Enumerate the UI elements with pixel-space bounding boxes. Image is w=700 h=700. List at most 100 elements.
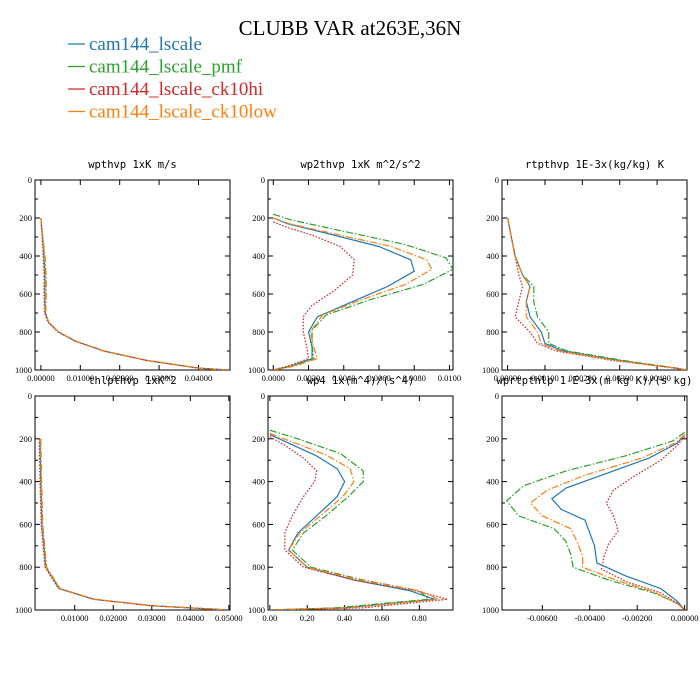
x-tick-label: 0.20 xyxy=(300,613,315,623)
y-tick-label: 1000 xyxy=(15,605,32,615)
y-tick-label: 0 xyxy=(495,391,499,401)
x-tick-label: -0.00200 xyxy=(622,613,652,623)
x-tick-label: 0.01000 xyxy=(66,373,94,383)
panel-title: thlpthvp 1xK^2 xyxy=(88,375,177,387)
y-tick-label: 1000 xyxy=(248,365,265,375)
figure-title: CLUBB VAR at263E,36N xyxy=(239,16,462,40)
x-tick-label: 0.01000 xyxy=(61,613,89,623)
series-line xyxy=(507,217,687,370)
y-tick-label: 600 xyxy=(252,519,265,529)
series-line xyxy=(39,438,229,610)
y-tick-label: 0 xyxy=(261,391,265,401)
y-tick-label: 400 xyxy=(19,251,32,261)
y-tick-label: 800 xyxy=(19,327,32,337)
x-tick-label: 0.00300 xyxy=(606,373,634,383)
y-tick-label: 800 xyxy=(19,562,32,572)
y-tick-label: 200 xyxy=(486,434,499,444)
y-tick-label: 200 xyxy=(252,434,265,444)
x-tick-label: 0.00000 xyxy=(494,373,522,383)
x-tick-label: 0.00000 xyxy=(671,613,699,623)
legend-label: cam144_lscale_pmf xyxy=(89,57,243,78)
series-line xyxy=(507,217,687,370)
y-tick-label: 400 xyxy=(486,251,499,261)
y-tick-label: 400 xyxy=(19,477,32,487)
y-tick-label: 600 xyxy=(252,289,265,299)
x-tick-label: 0.80 xyxy=(412,613,427,623)
x-tick-label: 0.0000 xyxy=(262,373,285,383)
series-line xyxy=(600,436,686,610)
series-line xyxy=(269,433,435,610)
y-tick-label: 0 xyxy=(261,175,265,185)
series-line xyxy=(529,434,686,610)
chart-panel: rtpthvp 1E-3x(kg/kg) K020040060080010000… xyxy=(482,159,688,383)
x-tick-label: 0.40 xyxy=(337,613,352,623)
y-tick-label: 400 xyxy=(252,251,265,261)
x-tick-label: 0.00200 xyxy=(569,373,597,383)
y-tick-label: 0 xyxy=(28,391,32,401)
series-line xyxy=(40,217,229,370)
y-tick-label: 600 xyxy=(486,519,499,529)
series-line xyxy=(507,217,687,370)
y-tick-label: 1000 xyxy=(248,605,265,615)
series-line xyxy=(40,438,229,610)
series-line xyxy=(550,434,686,610)
series-line xyxy=(40,217,229,370)
legend-label: cam144_lscale xyxy=(89,34,202,55)
y-tick-label: 600 xyxy=(486,289,499,299)
y-tick-label: 800 xyxy=(252,327,265,337)
y-tick-label: 200 xyxy=(19,434,32,444)
series-line xyxy=(38,438,229,610)
panel-title: rtpthvp 1E-3x(kg/kg) K xyxy=(525,159,665,171)
x-tick-label: 0.02000 xyxy=(106,373,134,383)
y-tick-label: 0 xyxy=(28,175,32,185)
y-tick-label: 600 xyxy=(19,519,32,529)
x-tick-label: 0.04000 xyxy=(185,373,213,383)
y-tick-label: 0 xyxy=(495,175,499,185)
y-tick-label: 1000 xyxy=(482,605,499,615)
y-tick-label: 600 xyxy=(19,289,32,299)
series-line xyxy=(40,217,229,370)
legend-label: cam144_lscale_ck10hi xyxy=(89,79,263,100)
x-tick-label: -0.00600 xyxy=(527,613,557,623)
plot-frame xyxy=(34,395,231,611)
x-tick-label: 0.04000 xyxy=(176,613,204,623)
panel-title: wp2thvp 1xK m^2/s^2 xyxy=(300,159,420,171)
legend-label: cam144_lscale_ck10low xyxy=(89,102,277,123)
x-tick-label: 0.0020 xyxy=(297,373,320,383)
legend: cam144_lscalecam144_lscale_pmfcam144_lsc… xyxy=(68,34,277,123)
x-tick-label: 0.0080 xyxy=(403,373,426,383)
y-tick-label: 800 xyxy=(486,562,499,572)
y-tick-label: 200 xyxy=(19,213,32,223)
y-tick-label: 400 xyxy=(486,477,499,487)
y-tick-label: 1000 xyxy=(482,365,499,375)
y-tick-label: 800 xyxy=(486,327,499,337)
series-line xyxy=(505,431,686,610)
series-line xyxy=(273,213,453,370)
plot-frame xyxy=(501,395,688,611)
series-line xyxy=(269,436,448,610)
x-tick-label: 0.0040 xyxy=(332,373,355,383)
x-tick-label: 0.02000 xyxy=(99,613,127,623)
x-tick-label: 0.0100 xyxy=(438,373,461,383)
y-tick-label: 800 xyxy=(252,562,265,572)
panel-title: wprtpthlp 1-E-3x(m kg K)/(s kg) xyxy=(497,375,693,387)
chart-panel: wp2thvp 1xK m^2/s^2020040060080010000.00… xyxy=(248,159,461,383)
x-tick-label: 0.00000 xyxy=(27,373,55,383)
x-tick-label: 0.03000 xyxy=(145,373,173,383)
panel-title: wp4 1x(m^4)/(s^4) xyxy=(307,375,414,387)
series-line xyxy=(273,217,433,370)
x-tick-label: 0.0060 xyxy=(367,373,390,383)
chart-panel: wprtpthlp 1-E-3x(m kg K)/(s kg) 0 200 400 60… xyxy=(482,375,698,623)
x-tick-label: 0.00 xyxy=(262,613,277,623)
plot-frame xyxy=(267,179,454,371)
y-tick-label: 1000 xyxy=(15,365,32,375)
series-line xyxy=(39,438,229,610)
panel-title: wpthvp 1xK m/s xyxy=(88,159,177,171)
series-line xyxy=(269,432,441,610)
y-tick-label: 200 xyxy=(486,213,499,223)
plot-frame xyxy=(501,179,688,371)
